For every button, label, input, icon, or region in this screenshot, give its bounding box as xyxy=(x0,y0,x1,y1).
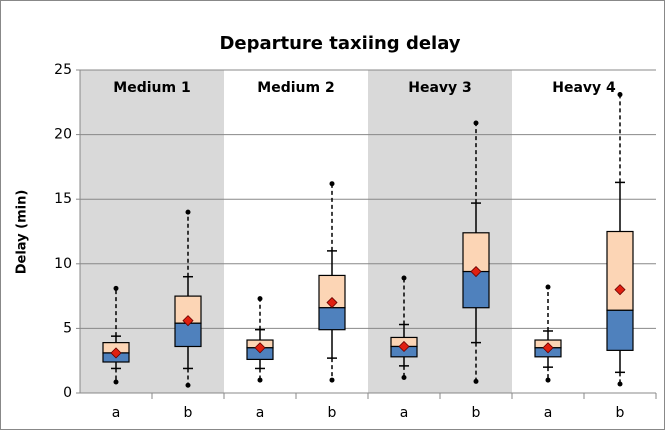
mean-marker xyxy=(470,265,482,278)
max-dot xyxy=(329,181,335,187)
min-dot xyxy=(329,377,335,383)
x-tick-label: b xyxy=(616,405,625,421)
group-label: Medium 1 xyxy=(113,80,190,96)
mean-marker xyxy=(110,347,122,359)
max-dot xyxy=(617,92,623,98)
max-dot xyxy=(257,296,263,302)
min-dot xyxy=(185,382,191,388)
group-label: Heavy 3 xyxy=(408,80,472,96)
y-tick-label: 10 xyxy=(54,256,72,272)
y-tick-label: 20 xyxy=(54,127,72,143)
mean-marker xyxy=(542,342,554,354)
y-tick-label: 5 xyxy=(63,320,72,336)
x-tick-label: b xyxy=(472,405,481,421)
y-tick-label: 25 xyxy=(54,62,72,78)
y-axis-label: Delay (min) xyxy=(15,190,30,275)
max-dot xyxy=(113,285,119,291)
box-lower xyxy=(318,307,346,331)
mean-marker xyxy=(614,284,626,296)
min-dot xyxy=(617,381,623,387)
mean-marker xyxy=(182,315,194,327)
y-tick-label: 15 xyxy=(54,191,72,207)
group-shade xyxy=(368,70,512,393)
box-lower xyxy=(606,309,634,351)
box-upper xyxy=(606,230,634,311)
mean-marker xyxy=(326,296,338,309)
x-tick-label: a xyxy=(112,405,121,421)
min-dot xyxy=(113,379,119,385)
x-tick-label: b xyxy=(328,405,337,421)
x-tick-label: a xyxy=(256,405,265,421)
group-label: Medium 2 xyxy=(257,80,334,96)
group-label: Heavy 4 xyxy=(552,80,616,96)
x-tick-label: a xyxy=(544,405,553,421)
x-tick-label: a xyxy=(400,405,409,421)
max-dot xyxy=(545,284,551,290)
max-dot xyxy=(401,275,407,281)
x-tick-label: b xyxy=(184,405,193,421)
box-upper xyxy=(462,232,490,273)
min-dot xyxy=(257,377,263,383)
y-tick-label: 0 xyxy=(63,385,72,401)
max-dot xyxy=(473,120,479,126)
box-lower xyxy=(174,322,202,348)
chart-title: Departure taxiing delay xyxy=(219,33,460,54)
min-dot xyxy=(473,378,479,384)
group-shade xyxy=(80,70,224,393)
mean-marker xyxy=(254,342,266,354)
max-dot xyxy=(185,209,191,215)
min-dot xyxy=(545,377,551,383)
mean-marker xyxy=(398,340,410,353)
min-dot xyxy=(401,374,407,380)
